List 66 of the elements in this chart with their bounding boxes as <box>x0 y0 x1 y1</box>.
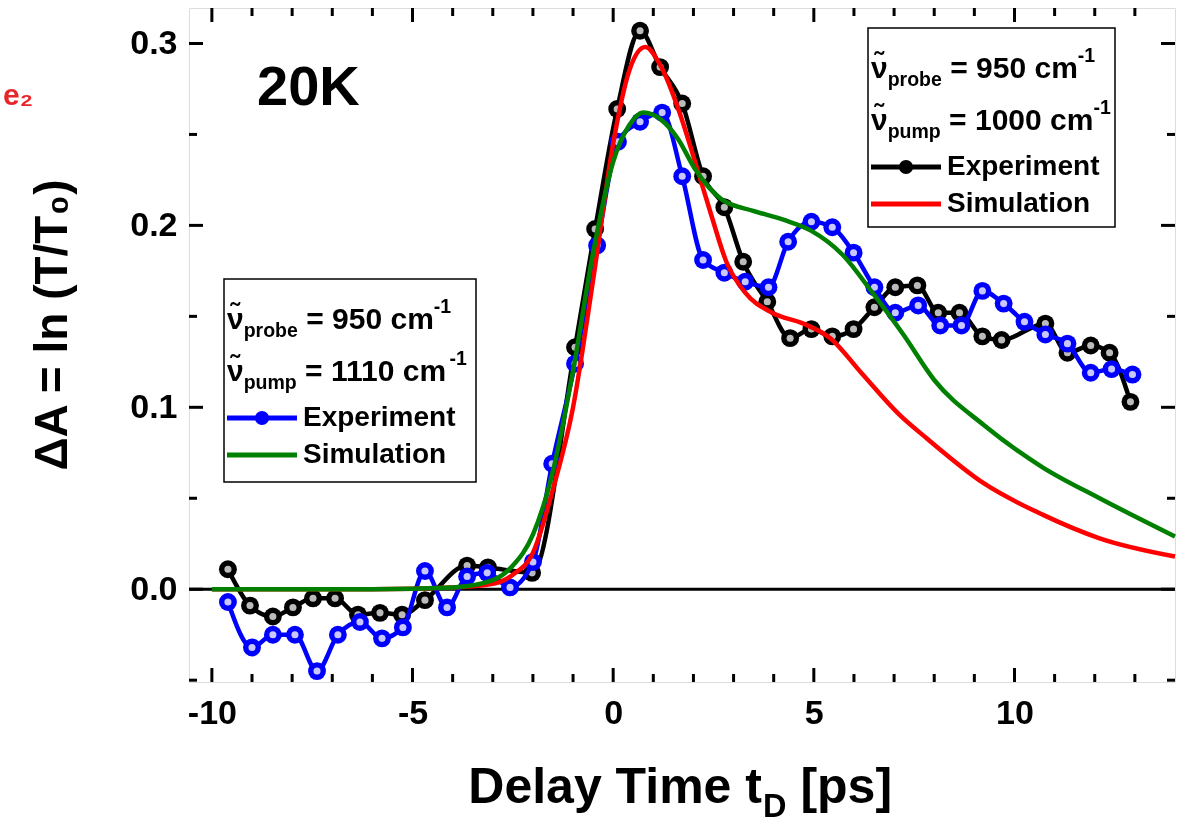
point <box>1081 363 1100 382</box>
point <box>1058 334 1077 353</box>
y-tick-label: 0.3 <box>130 22 178 61</box>
point <box>673 167 692 186</box>
point <box>973 281 992 300</box>
point <box>263 607 282 626</box>
point <box>241 596 259 615</box>
x-tick-label: 10 <box>996 692 1034 731</box>
point <box>781 329 800 348</box>
annotation: 20K <box>257 54 360 117</box>
point <box>351 613 369 631</box>
point <box>992 331 1011 349</box>
point <box>694 251 713 269</box>
point <box>283 598 302 617</box>
point <box>973 327 992 346</box>
y-tick-label: 0.2 <box>130 204 178 243</box>
point <box>326 589 345 608</box>
point <box>1121 392 1140 411</box>
point <box>393 618 412 637</box>
point <box>286 625 304 644</box>
point <box>1015 312 1034 331</box>
point <box>952 316 971 335</box>
point <box>1100 343 1119 362</box>
text: e₂ <box>3 78 34 111</box>
legend-label: Experiment <box>947 150 1100 181</box>
point <box>458 567 477 586</box>
point <box>886 278 905 297</box>
point <box>371 603 389 622</box>
legend-label: Simulation <box>947 187 1091 218</box>
point <box>908 276 927 295</box>
point <box>373 629 391 648</box>
point <box>844 320 863 339</box>
x-tick-label: 0 <box>604 692 624 731</box>
point <box>416 562 434 580</box>
x-tick-label: 5 <box>804 692 824 731</box>
y-tick-label: 0.1 <box>130 386 178 425</box>
point <box>501 578 519 597</box>
point <box>994 294 1013 313</box>
point <box>1123 365 1142 384</box>
y-tick-label: 0.0 <box>130 568 178 607</box>
point <box>438 598 456 617</box>
point <box>308 662 326 681</box>
point <box>779 232 798 251</box>
point <box>931 316 950 335</box>
point <box>304 589 322 608</box>
point <box>631 21 650 40</box>
point <box>218 560 237 579</box>
legend-label: Experiment <box>303 401 456 432</box>
x-tick-label: -5 <box>397 692 429 731</box>
point <box>844 243 863 262</box>
point <box>1081 336 1100 355</box>
legend-label: Simulation <box>303 438 447 469</box>
point <box>416 591 434 610</box>
point <box>909 296 928 315</box>
point <box>478 563 497 582</box>
point <box>1102 360 1121 379</box>
point <box>734 252 753 271</box>
point <box>328 625 347 644</box>
point <box>823 218 842 237</box>
point <box>1036 325 1055 344</box>
point <box>759 278 778 297</box>
point <box>243 638 261 657</box>
y-axis-title: ΔA = ln (T/T₀) <box>25 179 77 471</box>
point <box>263 625 282 644</box>
point <box>218 593 237 611</box>
x-tick-label: -10 <box>187 692 237 731</box>
